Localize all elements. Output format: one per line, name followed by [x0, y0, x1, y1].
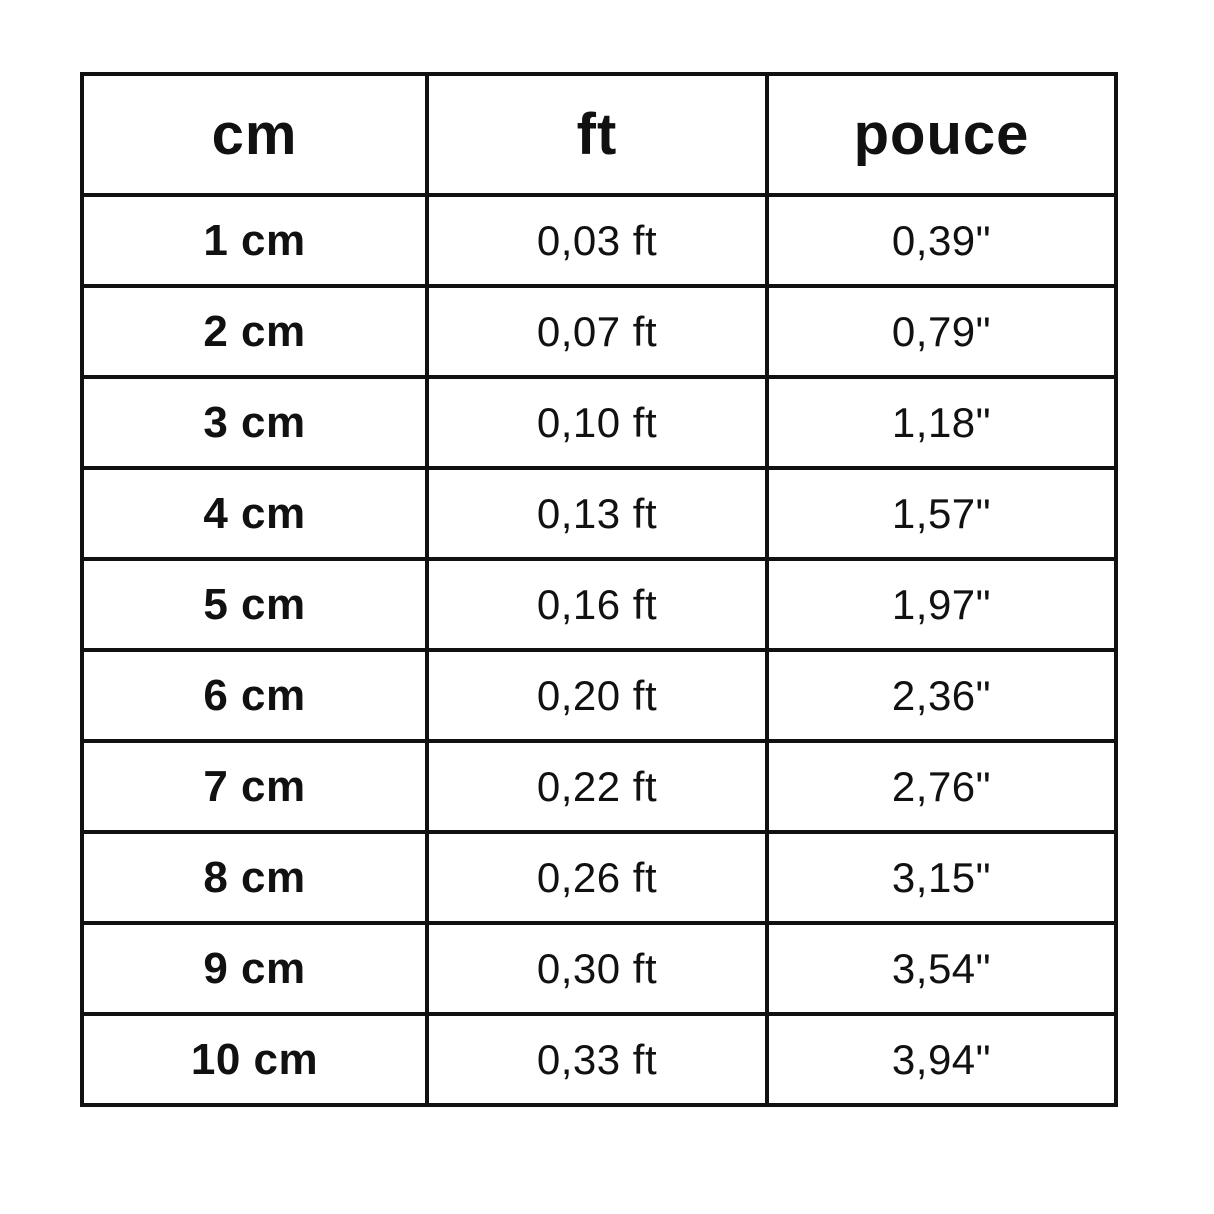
ft-value: 0,33 ft	[425, 1012, 769, 1107]
table-row: 2 cm 0,07 ft 0,79"	[80, 284, 1118, 379]
table-row: 7 cm 0,22 ft 2,76"	[80, 739, 1118, 834]
table-row: 8 cm 0,26 ft 3,15"	[80, 830, 1118, 925]
cm-value: 1 cm	[80, 193, 429, 288]
table-row: 1 cm 0,03 ft 0,39"	[80, 193, 1118, 288]
cm-value: 9 cm	[80, 921, 429, 1016]
ft-value: 0,26 ft	[425, 830, 769, 925]
ft-value: 0,10 ft	[425, 375, 769, 470]
column-header-pouce: pouce	[765, 72, 1118, 197]
pouce-value: 3,54"	[765, 921, 1118, 1016]
cm-value: 8 cm	[80, 830, 429, 925]
cm-value: 2 cm	[80, 284, 429, 379]
ft-value: 0,30 ft	[425, 921, 769, 1016]
cm-value: 5 cm	[80, 557, 429, 652]
column-header-ft: ft	[425, 72, 769, 197]
header-row: cm ft pouce	[80, 72, 1118, 197]
cm-value: 4 cm	[80, 466, 429, 561]
table-row: 9 cm 0,30 ft 3,54"	[80, 921, 1118, 1016]
cm-value: 3 cm	[80, 375, 429, 470]
cm-ft-pouce-conversion-table: cm ft pouce 1 cm 0,03 ft 0,39" 2 cm 0,07…	[80, 72, 1118, 1107]
pouce-value: 1,97"	[765, 557, 1118, 652]
cm-value: 6 cm	[80, 648, 429, 743]
pouce-value: 0,39"	[765, 193, 1118, 288]
ft-value: 0,07 ft	[425, 284, 769, 379]
table-row: 4 cm 0,13 ft 1,57"	[80, 466, 1118, 561]
column-header-cm: cm	[80, 72, 429, 197]
pouce-value: 3,15"	[765, 830, 1118, 925]
table-row: 10 cm 0,33 ft 3,94"	[80, 1012, 1118, 1107]
table-row: 5 cm 0,16 ft 1,97"	[80, 557, 1118, 652]
ft-value: 0,13 ft	[425, 466, 769, 561]
pouce-value: 1,18"	[765, 375, 1118, 470]
cm-value: 10 cm	[80, 1012, 429, 1107]
table-row: 3 cm 0,10 ft 1,18"	[80, 375, 1118, 470]
pouce-value: 1,57"	[765, 466, 1118, 561]
ft-value: 0,20 ft	[425, 648, 769, 743]
cm-value: 7 cm	[80, 739, 429, 834]
pouce-value: 0,79"	[765, 284, 1118, 379]
pouce-value: 3,94"	[765, 1012, 1118, 1107]
table-row: 6 cm 0,20 ft 2,36"	[80, 648, 1118, 743]
pouce-value: 2,76"	[765, 739, 1118, 834]
ft-value: 0,03 ft	[425, 193, 769, 288]
ft-value: 0,16 ft	[425, 557, 769, 652]
pouce-value: 2,36"	[765, 648, 1118, 743]
ft-value: 0,22 ft	[425, 739, 769, 834]
